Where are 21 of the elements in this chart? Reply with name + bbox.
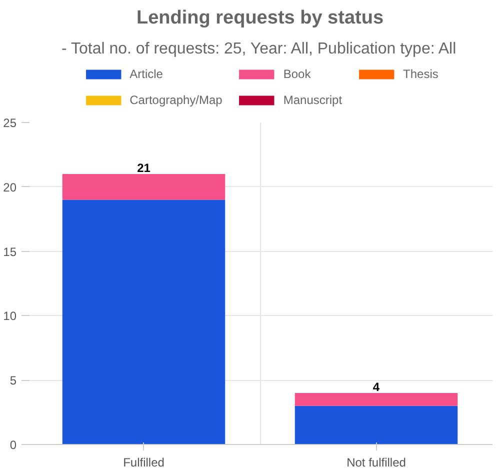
legend-label: Thesis	[403, 67, 438, 81]
y-tick-label: 20	[3, 180, 17, 194]
legend-label: Cartography/Map	[130, 93, 222, 107]
bar	[294, 392, 458, 406]
total-label: 4	[372, 380, 380, 394]
bar	[294, 406, 458, 444]
legend-label: Manuscript	[283, 93, 342, 107]
y-tick-label: 5	[10, 374, 17, 388]
y-tick-label: 25	[3, 116, 17, 130]
chart-subtitle: - Total no. of requests: 25, Year: All, Publication type: All	[62, 40, 456, 58]
total-label: 21	[137, 161, 151, 176]
bar	[62, 200, 226, 444]
y-tick-label: 10	[3, 309, 17, 324]
bar	[62, 174, 226, 200]
x-tick-label: Not fulfilled	[346, 456, 406, 470]
y-tick-label: 15	[3, 244, 17, 259]
legend-label: Book	[283, 67, 311, 81]
x-tick-label: Fulfilled	[123, 456, 164, 470]
legend-label: Article	[130, 67, 163, 81]
chart-title: Lending requests by status	[136, 8, 384, 28]
y-tick-label: 0	[10, 438, 17, 452]
